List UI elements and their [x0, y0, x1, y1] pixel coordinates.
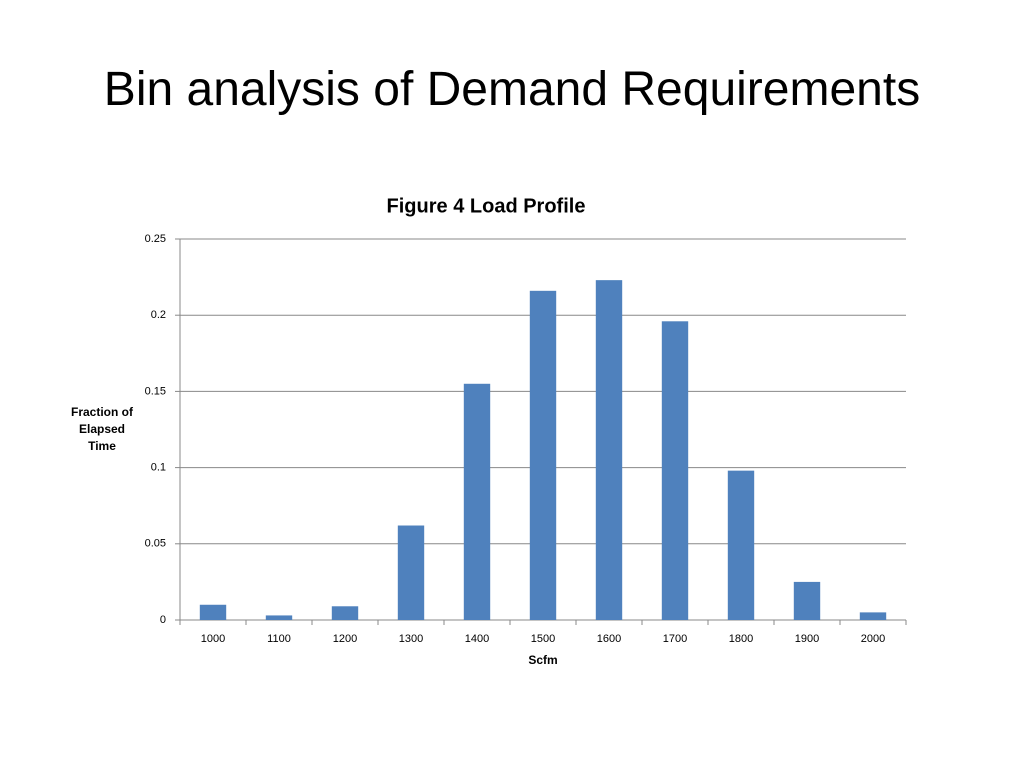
bar: [595, 280, 623, 620]
x-axis-title: Scfm: [528, 653, 557, 667]
x-tick-label: 1100: [267, 633, 291, 645]
bar: [397, 525, 425, 620]
x-tick-label: 1200: [333, 633, 357, 645]
x-tick-label: 1400: [465, 633, 489, 645]
bar: [265, 615, 293, 620]
y-axis-title: Fraction of Elapsed Time: [71, 405, 133, 453]
y-tick-label: 0: [160, 614, 166, 626]
bar: [463, 383, 491, 620]
bar: [793, 581, 821, 620]
slide-title: Bin analysis of Demand Requirements: [103, 63, 921, 116]
bar: [661, 321, 689, 620]
y-tick-label: 0.2: [151, 309, 166, 321]
y-tick-label: 0.15: [145, 385, 166, 397]
x-tick-label: 1300: [399, 633, 423, 645]
bar: [529, 290, 557, 620]
bar: [199, 604, 227, 620]
x-tick-label: 2000: [861, 633, 885, 645]
chart-title: Figure 4 Load Profile: [387, 195, 586, 217]
x-tick-label: 1800: [729, 633, 753, 645]
x-tick-label: 1700: [663, 633, 687, 645]
y-tick-label: 0.25: [145, 233, 166, 245]
x-tick-label: 1500: [531, 633, 555, 645]
y-tick-label: 0.05: [145, 538, 166, 550]
bar: [859, 612, 887, 620]
bar: [727, 470, 755, 620]
x-tick-label: 1000: [201, 633, 225, 645]
x-tick-label: 1900: [795, 633, 819, 645]
bar: [331, 606, 359, 620]
x-tick-label: 1600: [597, 633, 621, 645]
y-tick-label: 0.1: [151, 462, 166, 474]
